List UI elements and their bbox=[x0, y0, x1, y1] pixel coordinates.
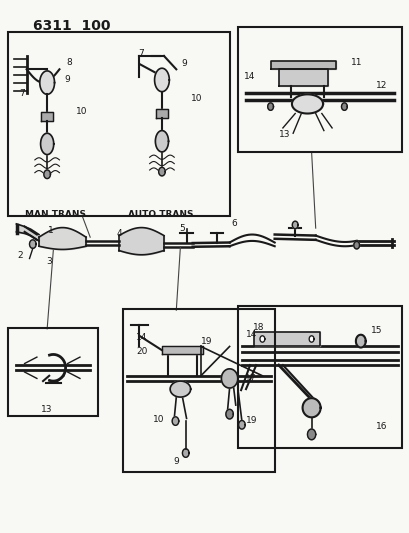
Polygon shape bbox=[155, 109, 168, 118]
Text: 19: 19 bbox=[246, 416, 257, 424]
Bar bbox=[8, 32, 229, 216]
Polygon shape bbox=[172, 417, 178, 425]
Polygon shape bbox=[158, 167, 165, 176]
Text: 8: 8 bbox=[67, 58, 72, 67]
Polygon shape bbox=[40, 133, 54, 155]
Polygon shape bbox=[355, 335, 365, 348]
Text: 9: 9 bbox=[65, 76, 70, 84]
Text: 9: 9 bbox=[173, 457, 179, 465]
Polygon shape bbox=[259, 336, 264, 342]
Text: 14: 14 bbox=[135, 333, 147, 342]
Text: 10: 10 bbox=[76, 108, 88, 116]
Text: 6311  100: 6311 100 bbox=[33, 19, 110, 33]
Text: 1: 1 bbox=[48, 226, 54, 235]
Text: 6: 6 bbox=[231, 220, 237, 228]
Polygon shape bbox=[41, 112, 53, 121]
Polygon shape bbox=[291, 94, 322, 114]
Polygon shape bbox=[292, 221, 297, 229]
Text: MAN TRANS.: MAN TRANS. bbox=[25, 211, 90, 219]
Polygon shape bbox=[254, 332, 319, 346]
Polygon shape bbox=[353, 241, 359, 249]
Bar bbox=[237, 27, 401, 152]
Text: 3: 3 bbox=[46, 257, 52, 265]
Text: 9: 9 bbox=[181, 60, 187, 68]
Text: 18: 18 bbox=[253, 324, 264, 332]
Text: 10: 10 bbox=[191, 94, 202, 103]
Text: 11: 11 bbox=[350, 59, 362, 67]
Text: 7: 7 bbox=[138, 49, 144, 58]
Text: 16: 16 bbox=[375, 422, 386, 431]
Text: 12: 12 bbox=[375, 81, 386, 90]
Text: 17: 17 bbox=[245, 374, 256, 383]
Text: 19: 19 bbox=[201, 337, 212, 345]
Text: 5: 5 bbox=[179, 224, 185, 233]
Polygon shape bbox=[221, 369, 237, 388]
Polygon shape bbox=[308, 336, 313, 342]
Text: 2: 2 bbox=[17, 251, 22, 260]
Bar bbox=[237, 306, 401, 448]
Text: 13: 13 bbox=[41, 405, 53, 414]
Polygon shape bbox=[29, 240, 36, 248]
Polygon shape bbox=[44, 170, 50, 179]
Text: 10: 10 bbox=[153, 415, 164, 424]
Polygon shape bbox=[267, 103, 273, 110]
Text: 20: 20 bbox=[136, 348, 148, 356]
Polygon shape bbox=[307, 429, 315, 440]
Bar bbox=[123, 309, 274, 472]
Polygon shape bbox=[182, 449, 189, 457]
Text: 14: 14 bbox=[245, 330, 257, 339]
Polygon shape bbox=[302, 398, 320, 417]
Polygon shape bbox=[162, 346, 202, 354]
Polygon shape bbox=[278, 69, 327, 86]
Polygon shape bbox=[170, 381, 190, 397]
Bar bbox=[8, 328, 98, 416]
Polygon shape bbox=[270, 61, 335, 69]
Text: 13: 13 bbox=[279, 130, 290, 139]
Polygon shape bbox=[154, 68, 169, 92]
Text: AUTO TRANS.: AUTO TRANS. bbox=[127, 211, 196, 219]
Polygon shape bbox=[155, 131, 168, 152]
Polygon shape bbox=[225, 409, 233, 419]
Polygon shape bbox=[40, 71, 54, 94]
Polygon shape bbox=[238, 421, 245, 429]
Polygon shape bbox=[341, 103, 346, 110]
Text: 14: 14 bbox=[243, 72, 254, 81]
Text: 7: 7 bbox=[20, 89, 25, 98]
Text: 4: 4 bbox=[116, 230, 121, 238]
Text: 15: 15 bbox=[371, 326, 382, 335]
